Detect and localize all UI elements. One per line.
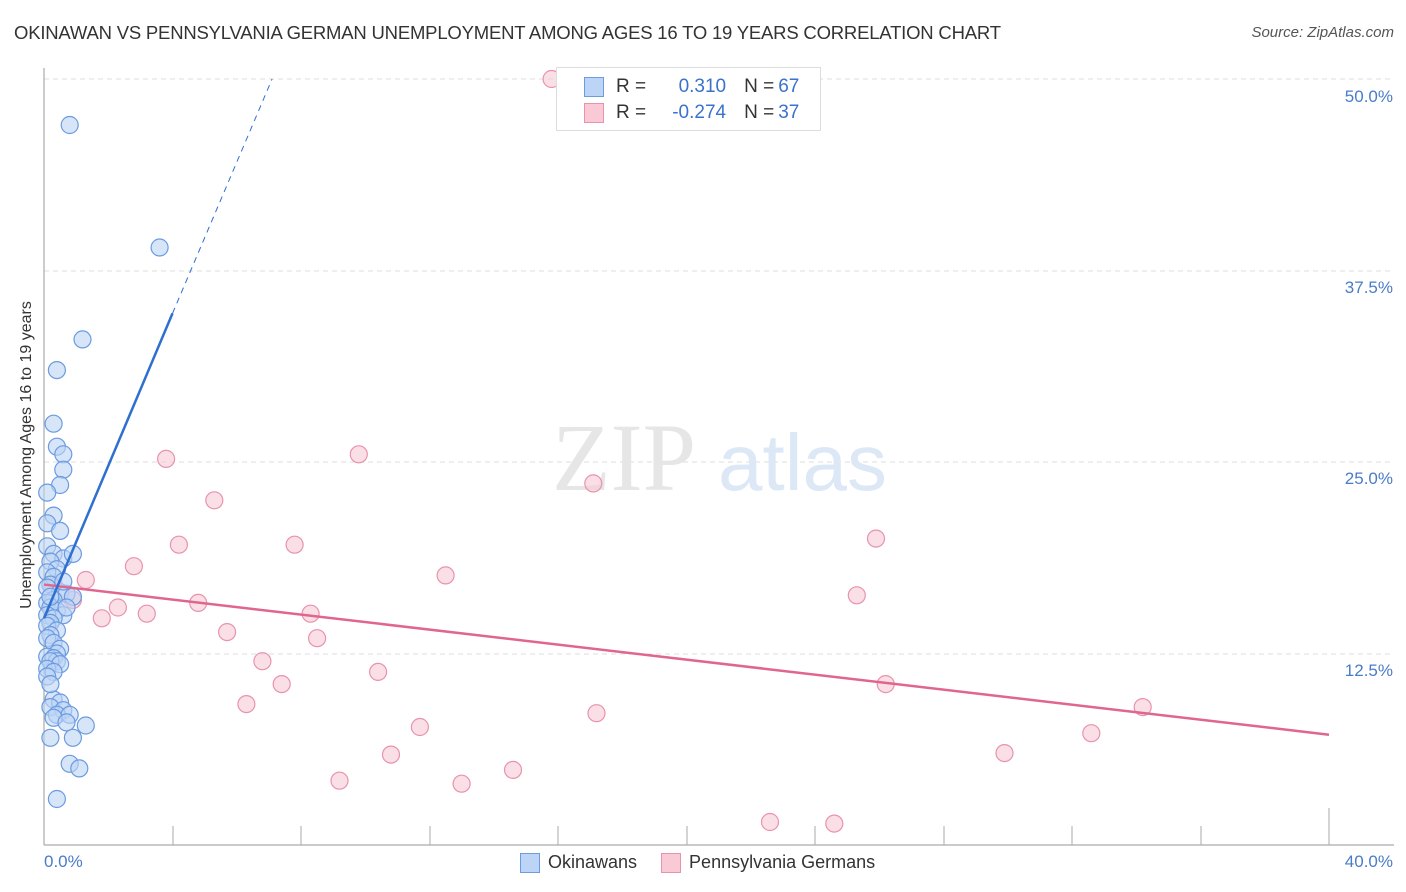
data-point xyxy=(57,713,76,732)
data-point xyxy=(436,566,455,585)
r-label: R = xyxy=(616,76,647,97)
trend-lines xyxy=(42,78,1330,736)
data-point xyxy=(47,361,67,380)
gridlines xyxy=(44,78,1394,655)
data-point xyxy=(50,521,70,541)
legend-item-okinawans[interactable]: Okinawans xyxy=(520,852,637,873)
data-point xyxy=(452,774,471,793)
data-point xyxy=(57,598,76,617)
source-label: Source: ZipAtlas.com xyxy=(1251,24,1394,41)
data-point xyxy=(237,694,256,714)
r-label: R = xyxy=(616,102,647,123)
data-point xyxy=(866,529,886,548)
n-label: N = xyxy=(744,102,775,123)
data-point xyxy=(150,238,169,257)
legend-label: Pennsylvania Germans xyxy=(689,852,876,872)
okinawans-trend-line xyxy=(42,312,174,619)
data-point xyxy=(995,743,1014,763)
legend-row-okinawans: R = 0.310 N = 67 xyxy=(584,75,799,99)
data-point xyxy=(157,449,176,468)
y-tick-37-5: 37.5% xyxy=(1344,278,1393,297)
data-point xyxy=(381,745,401,764)
n-label: N = xyxy=(744,76,775,97)
y-tick-12-5: 12.5% xyxy=(1344,661,1393,680)
data-point xyxy=(76,716,95,735)
data-point xyxy=(503,760,523,780)
data-point xyxy=(41,674,60,694)
data-point xyxy=(38,483,57,502)
data-point xyxy=(169,535,188,554)
data-point xyxy=(41,728,60,747)
data-point xyxy=(410,717,429,737)
data-point xyxy=(1082,724,1101,743)
data-point xyxy=(70,759,89,778)
watermark: ZIP atlas xyxy=(552,404,887,511)
data-point xyxy=(847,586,866,605)
legend-row-pennsylvania-germans: R = -0.274 N = 37 xyxy=(584,101,799,125)
data-point xyxy=(92,609,111,628)
pennsylvania-germans-swatch xyxy=(584,103,604,123)
x-tick-0: 0.0% xyxy=(44,852,83,871)
data-point xyxy=(272,674,291,694)
data-point xyxy=(54,445,73,464)
legend-label: Okinawans xyxy=(548,852,638,872)
n-value: 67 xyxy=(778,76,800,97)
data-point xyxy=(587,704,606,723)
data-point xyxy=(54,460,73,479)
data-point xyxy=(205,491,224,510)
y-tick-25: 25.0% xyxy=(1344,469,1393,488)
data-point xyxy=(60,115,79,135)
okinawans-trend-extension xyxy=(172,78,273,314)
pennsylvania-germans-trend-line xyxy=(43,583,1330,736)
correlation-legend: R = 0.310 N = 67 R = -0.274 N = 37 xyxy=(556,67,821,131)
legend-item-pennsylvania-germans[interactable]: Pennsylvania Germans xyxy=(661,852,875,873)
data-point xyxy=(63,728,83,747)
okinawans-points xyxy=(38,115,169,809)
data-point xyxy=(584,474,603,493)
r-value: 0.310 xyxy=(678,76,727,97)
data-point xyxy=(218,622,237,642)
data-point xyxy=(285,535,304,554)
data-point xyxy=(825,814,844,833)
data-point xyxy=(73,330,92,349)
data-point xyxy=(330,771,349,790)
r-value: -0.274 xyxy=(672,102,727,123)
data-point xyxy=(124,557,143,576)
y-axis-label: Unemployment Among Ages 16 to 19 years xyxy=(18,301,35,609)
svg-text:atlas: atlas xyxy=(718,418,887,507)
data-point xyxy=(760,812,780,832)
n-value: 37 xyxy=(778,102,800,123)
data-point xyxy=(137,604,156,623)
data-point xyxy=(76,570,95,590)
okinawans-swatch xyxy=(520,852,540,873)
pennsylvania-germans-swatch xyxy=(661,852,682,873)
data-point xyxy=(308,629,327,648)
data-point xyxy=(108,598,128,617)
data-point xyxy=(253,652,272,671)
data-point xyxy=(47,789,67,809)
x-axis-ticks xyxy=(172,808,1330,845)
series-legend: Okinawans Pennsylvania Germans xyxy=(520,852,899,873)
data-point xyxy=(349,445,368,464)
data-point xyxy=(301,604,320,623)
y-tick-50: 50.0% xyxy=(1344,87,1393,106)
data-point xyxy=(44,414,63,433)
okinawans-swatch xyxy=(584,77,604,97)
chart-title: OKINAWAN VS PENNSYLVANIA GERMAN UNEMPLOY… xyxy=(14,22,1001,43)
svg-text:ZIP: ZIP xyxy=(552,404,696,511)
data-point xyxy=(369,662,388,682)
x-tick-40: 40.0% xyxy=(1344,852,1393,871)
